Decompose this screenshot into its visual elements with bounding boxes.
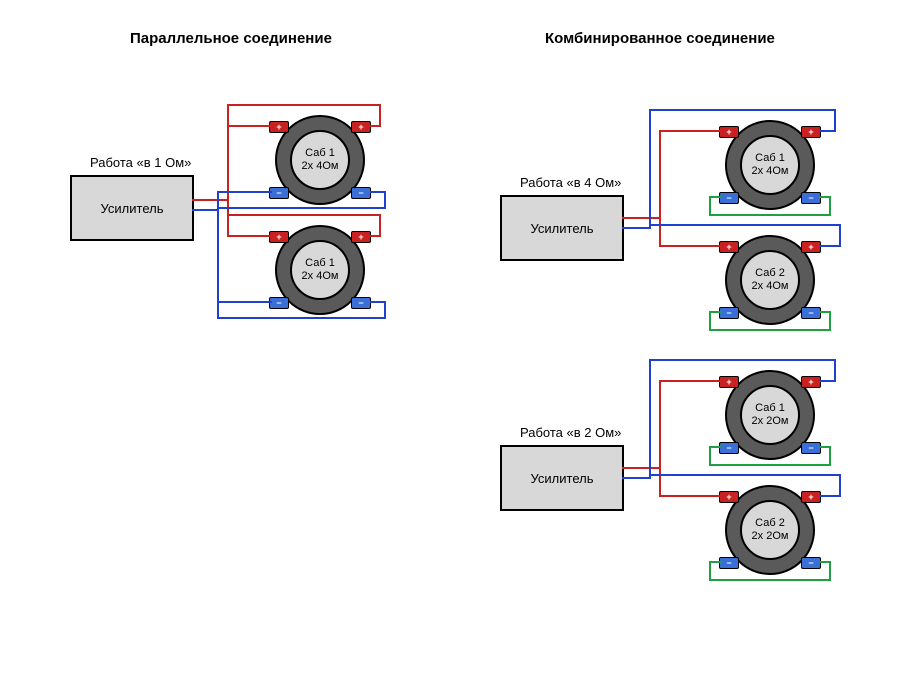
amp-label: Усилитель	[531, 221, 594, 236]
terminal-pos-tl: +	[269, 121, 289, 133]
terminal-pos-tr: +	[801, 491, 821, 503]
sub-cone: Саб 1 2х 4Ом	[740, 135, 800, 195]
terminal-pos-tl: +	[719, 241, 739, 253]
sub-name: Саб 1	[755, 152, 785, 165]
terminal-neg-br: −	[801, 307, 821, 319]
sub-combined4-2: Саб 2 2х 4Ом + + − −	[725, 235, 815, 325]
sub-cone: Саб 1 2х 4Ом	[290, 130, 350, 190]
terminal-pos-tr: +	[351, 121, 371, 133]
terminal-neg-br: −	[801, 442, 821, 454]
terminal-pos-tr: +	[801, 126, 821, 138]
amp-parallel: Усилитель	[70, 175, 194, 241]
title-combined: Комбинированное соединение	[545, 30, 775, 47]
sub-combined2-2: Саб 2 2х 2Ом + + − −	[725, 485, 815, 575]
label-1ohm: Работа «в 1 Ом»	[90, 155, 191, 170]
sub-cone: Саб 2 2х 2Ом	[740, 500, 800, 560]
sub-parallel-1: Саб 1 2х 4Ом + + − −	[275, 115, 365, 205]
terminal-pos-tl: +	[269, 231, 289, 243]
sub-name: Саб 2	[755, 517, 785, 530]
terminal-pos-tr: +	[801, 241, 821, 253]
sub-cone: Саб 1 2х 4Ом	[290, 240, 350, 300]
terminal-neg-bl: −	[719, 307, 739, 319]
terminal-pos-tl: +	[719, 376, 739, 388]
label-4ohm: Работа «в 4 Ом»	[520, 175, 621, 190]
sub-cone: Саб 1 2х 2Ом	[740, 385, 800, 445]
sub-combined2-1: Саб 1 2х 2Ом + + − −	[725, 370, 815, 460]
sub-name: Саб 2	[755, 267, 785, 280]
terminal-neg-bl: −	[719, 442, 739, 454]
sub-cone: Саб 2 2х 4Ом	[740, 250, 800, 310]
sub-name: Саб 1	[755, 402, 785, 415]
amp-label: Усилитель	[531, 471, 594, 486]
terminal-neg-br: −	[351, 187, 371, 199]
amp-combined2: Усилитель	[500, 445, 624, 511]
amp-combined4: Усилитель	[500, 195, 624, 261]
sub-name: Саб 1	[305, 147, 335, 160]
sub-impedance: 2х 4Ом	[752, 280, 789, 293]
terminal-pos-tl: +	[719, 491, 739, 503]
terminal-neg-br: −	[351, 297, 371, 309]
terminal-neg-bl: −	[269, 187, 289, 199]
sub-impedance: 2х 4Ом	[302, 270, 339, 283]
title-parallel: Параллельное соединение	[130, 30, 332, 47]
sub-name: Саб 1	[305, 257, 335, 270]
terminal-pos-tr: +	[351, 231, 371, 243]
sub-impedance: 2х 4Ом	[752, 165, 789, 178]
terminal-neg-br: −	[801, 557, 821, 569]
terminal-pos-tr: +	[801, 376, 821, 388]
amp-label: Усилитель	[101, 201, 164, 216]
terminal-neg-bl: −	[719, 557, 739, 569]
sub-combined4-1: Саб 1 2х 4Ом + + − −	[725, 120, 815, 210]
label-2ohm: Работа «в 2 Ом»	[520, 425, 621, 440]
sub-impedance: 2х 2Ом	[752, 415, 789, 428]
sub-impedance: 2х 2Ом	[752, 530, 789, 543]
sub-impedance: 2х 4Ом	[302, 160, 339, 173]
terminal-neg-br: −	[801, 192, 821, 204]
sub-parallel-2: Саб 1 2х 4Ом + + − −	[275, 225, 365, 315]
terminal-pos-tl: +	[719, 126, 739, 138]
terminal-neg-bl: −	[269, 297, 289, 309]
terminal-neg-bl: −	[719, 192, 739, 204]
